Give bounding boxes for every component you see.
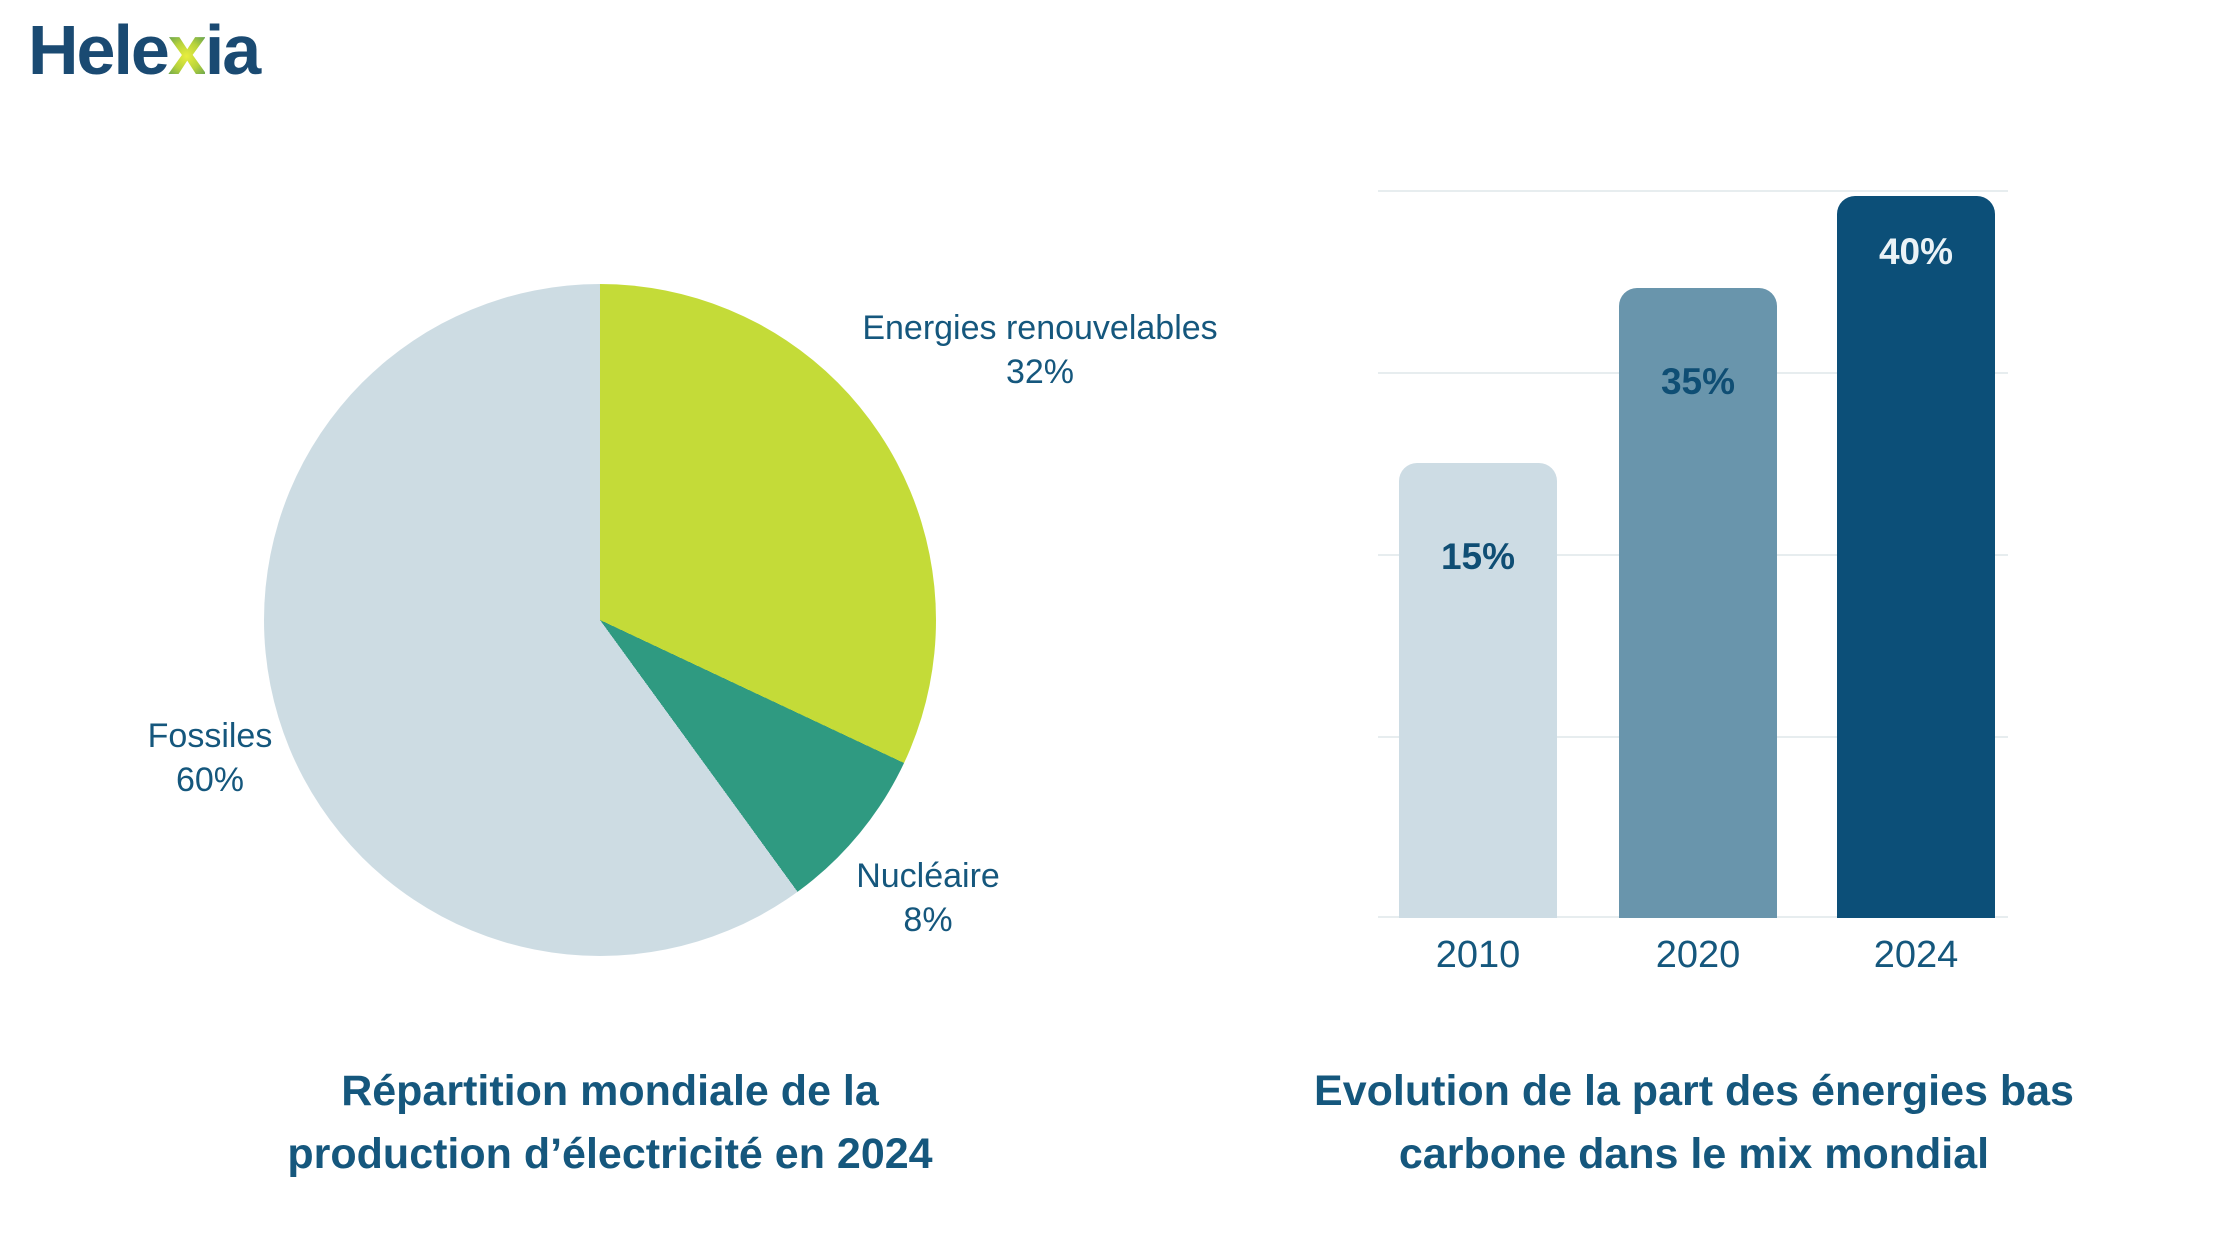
- pie-label-fossiles: Fossiles 60%: [85, 714, 335, 802]
- pie-label-fossiles-name: Fossiles: [147, 717, 273, 755]
- pie-label-nucleaire: Nucléaire 8%: [803, 854, 1053, 942]
- pie-caption-line2: production d’électricité en 2024: [287, 1130, 933, 1178]
- bar-caption: Evolution de la part des énergies bas ca…: [1294, 1060, 2094, 1186]
- bar-value-2010: 15%: [1440, 536, 1516, 577]
- pie-label-nucleaire-pct: 8%: [903, 901, 953, 939]
- logo-text-post: ia: [204, 11, 261, 89]
- bar-caption-line1: Evolution de la part des énergies bas: [1314, 1067, 2074, 1115]
- pie-caption-line1: Répartition mondiale de la: [341, 1067, 879, 1115]
- bar-caption-line2: carbone dans le mix mondial: [1398, 1130, 1990, 1178]
- logo-x-glyph: x: [167, 11, 207, 89]
- pie-chart: [264, 284, 936, 956]
- helexia-logo: Helexia: [28, 10, 261, 90]
- pie-caption: Répartition mondiale de la production d’…: [235, 1060, 985, 1186]
- bar-value-2020: 35%: [1660, 361, 1736, 402]
- axis-label-2024: 2024: [1873, 934, 1959, 976]
- bar-value-2024: 40%: [1878, 231, 1954, 272]
- gridline: [1378, 190, 2008, 192]
- pie-label-renewables-pct: 32%: [1005, 353, 1075, 391]
- axis-label-2010: 2010: [1435, 934, 1521, 976]
- bar-2020: [1619, 288, 1777, 918]
- bar-2010: [1399, 463, 1557, 918]
- pie-label-renewables-name: Energies renouvelables: [862, 309, 1218, 347]
- pie-label-renewables: Energies renouvelables 32%: [820, 306, 1260, 394]
- logo-text-pre: Hele: [28, 11, 170, 89]
- bar-2024: [1837, 196, 1995, 918]
- axis-label-2020: 2020: [1655, 934, 1741, 976]
- bar-chart: 15% 35% 40%: [1378, 190, 2008, 918]
- pie-label-nucleaire-name: Nucléaire: [856, 857, 1000, 895]
- pie-label-fossiles-pct: 60%: [175, 761, 245, 799]
